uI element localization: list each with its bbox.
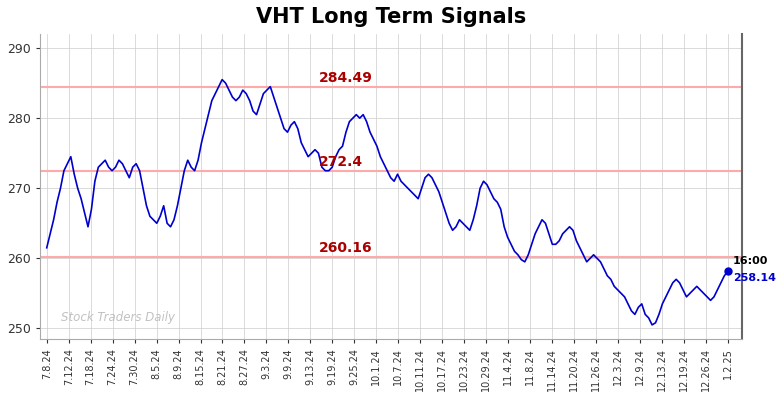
Text: 272.4: 272.4 xyxy=(319,155,363,169)
Text: 284.49: 284.49 xyxy=(319,70,373,85)
Text: 16:00: 16:00 xyxy=(733,256,768,266)
Text: Stock Traders Daily: Stock Traders Daily xyxy=(61,311,175,324)
Title: VHT Long Term Signals: VHT Long Term Signals xyxy=(256,7,526,27)
Text: 260.16: 260.16 xyxy=(319,241,372,255)
Text: 258.14: 258.14 xyxy=(733,273,776,283)
